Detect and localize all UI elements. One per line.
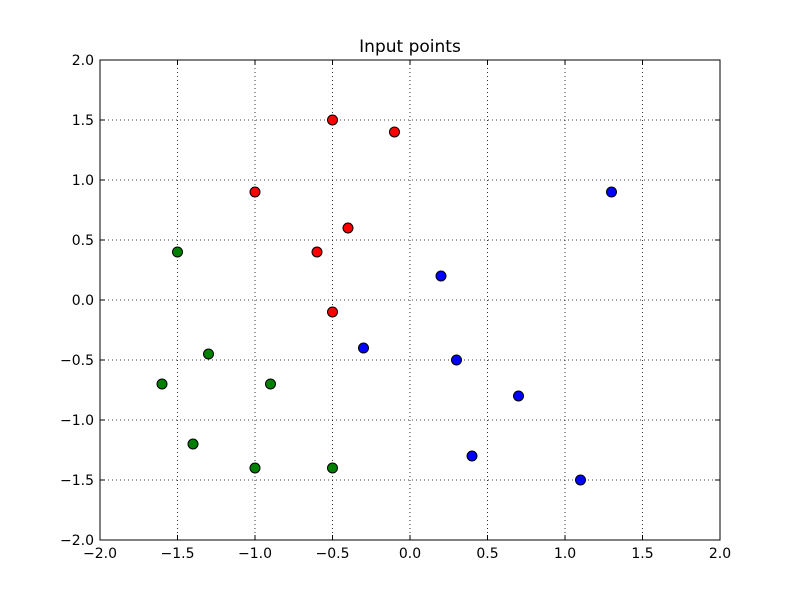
x-tick-label: −0.5 [316,546,350,562]
y-tick-label: −1.0 [60,413,94,429]
grid-lines [100,60,720,540]
data-point [311,246,323,258]
y-tick-label: −1.5 [60,473,94,489]
data-point [172,246,183,258]
data-point [187,438,199,450]
data-point [327,462,338,474]
data-point [327,306,338,318]
x-tick-label: 1.0 [554,546,576,562]
data-point [466,450,478,462]
data-point [342,222,354,234]
chart-title: Input points [359,37,461,57]
data-point [203,348,214,360]
data-point [435,270,447,282]
data-point [389,126,400,138]
data-point [451,354,462,366]
x-tick-label: 1.5 [631,546,653,562]
data-point [327,114,338,126]
data-point [513,390,524,402]
y-tick-label: 0.0 [72,293,94,309]
x-tick-label: 2.0 [709,546,731,562]
y-tick-label: 2.0 [72,53,94,69]
x-tick-label: −2.0 [83,546,117,562]
x-tick-label: −1.0 [238,546,272,562]
x-tick-label: −1.5 [161,546,195,562]
data-point [265,378,276,390]
data-point [358,342,369,354]
axis-ticks: −2.0 −1.5 −1.0 −0.5 0.0 0.5 1.0 1.5 2.0 −2.0 −1.5 −… [60,53,731,562]
data-point [249,186,261,198]
y-tick-label: 0.5 [72,233,94,249]
x-tick-label: 0.5 [476,546,498,562]
y-tick-label: −2.0 [60,533,94,549]
data-point [156,378,168,390]
data-point [606,186,617,198]
y-tick-label: 1.0 [72,173,94,189]
data-point [575,474,586,486]
data-points [156,114,617,486]
y-tick-label: 1.5 [72,113,94,129]
y-tick-label: −0.5 [60,353,94,369]
data-point [249,462,261,474]
x-tick-label: 0.0 [399,546,421,562]
